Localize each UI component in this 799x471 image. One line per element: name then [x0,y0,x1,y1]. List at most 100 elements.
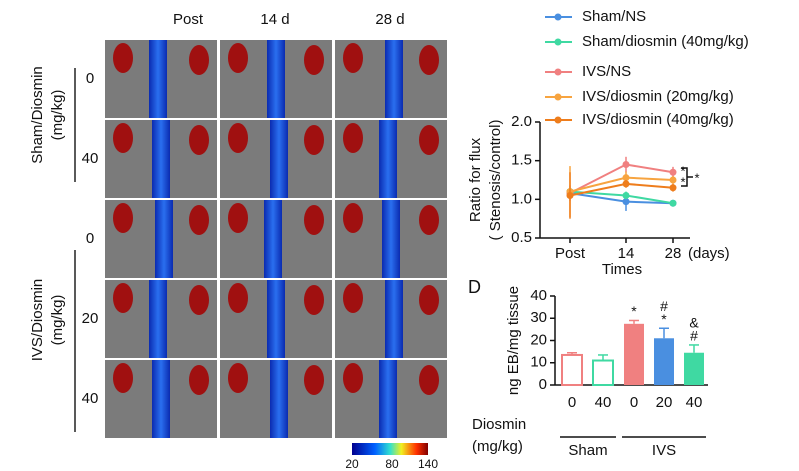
paw [189,205,209,235]
point [669,199,677,207]
paw [419,125,439,155]
vessel-strip [270,360,288,438]
panel-label: D [468,277,481,297]
paw [304,45,324,75]
paw [419,45,439,75]
colorbar-tick: 140 [418,457,438,471]
bracket [681,167,693,187]
paw [228,203,248,233]
vessel-strip [382,200,400,278]
colorbar-tick: 80 [385,457,399,471]
paw [189,45,209,75]
legend-marker [554,68,562,76]
y-label: ng EB/mg tissue [505,286,522,395]
legend-label: Sham/diosmin (40mg/kg) [582,33,749,50]
x-label: Times [602,261,642,278]
paw [304,365,324,395]
point [622,191,630,199]
row-label: 40 [82,150,99,167]
x-tick-label: 0 [630,394,638,411]
paw [228,123,248,153]
y-label: Ratio for flux [467,137,484,222]
legend-marker [554,13,562,21]
paw [419,365,439,395]
legend-label: Sham/NS [582,8,646,25]
paw [343,203,363,233]
group-label: Sham/Diosmin [29,66,46,164]
vessel-strip [379,120,397,198]
vessel-strip [267,40,285,118]
significance-mark: * [694,170,699,185]
x-tick-label: Post [555,245,586,262]
significance-mark: * [661,311,667,327]
column-header: Post [173,11,204,28]
colorbar-tick: 20 [345,457,359,471]
vessel-strip [149,280,167,358]
paw [343,43,363,73]
legend-marker [554,93,562,101]
row-label: 0 [86,70,94,87]
paw [304,285,324,315]
legend-label: IVS/diosmin (20mg/kg) [582,88,734,105]
y-tick-label: 20 [530,331,547,348]
y-tick-label: 0.5 [511,229,532,246]
row-label: 0 [86,230,94,247]
legend-label: IVS/diosmin (40mg/kg) [582,111,734,128]
point [622,180,630,188]
vessel-strip [379,360,397,438]
point [622,198,630,206]
x-tick-label: 40 [595,394,612,411]
point [622,161,630,169]
paw [419,205,439,235]
y-tick-label: 30 [530,309,547,326]
significance-mark: # [660,298,668,314]
group-label: (mg/kg) [49,90,66,141]
y-tick-label: 10 [530,354,547,371]
row-label: Diosmin [472,416,526,433]
paw [189,285,209,315]
row-label: (mg/kg) [472,438,523,455]
vessel-strip [152,360,170,438]
paw [419,285,439,315]
vessel-strip [152,120,170,198]
bar [654,338,674,385]
y-tick-label: 0 [539,376,547,393]
legend-label: IVS/NS [582,63,631,80]
x-tick-label: 0 [568,394,576,411]
column-header: 14 d [260,11,289,28]
group-label: Sham [568,442,607,459]
legend-marker [554,38,562,46]
legend-marker [554,116,562,124]
paw [189,365,209,395]
paw [228,283,248,313]
point [669,184,677,192]
paw [343,363,363,393]
paw [113,123,133,153]
point [566,191,574,199]
vessel-strip [264,200,282,278]
x-tick-label: 20 [656,394,673,411]
x-tick-label: 28 [665,245,682,262]
significance-mark: * [680,174,685,189]
significance-mark: * [680,163,685,178]
colorbar [352,443,428,455]
x-unit: (days) [688,245,730,262]
paw [343,283,363,313]
bar [624,323,644,385]
image-grid [105,40,447,438]
paw [113,43,133,73]
y-tick-label: 40 [530,287,547,304]
paw [113,363,133,393]
paw [228,43,248,73]
y-tick-label: 1.5 [511,152,532,169]
group-label: IVS [652,442,676,459]
vessel-strip [270,120,288,198]
paw [189,125,209,155]
paw [228,363,248,393]
paw [343,123,363,153]
significance-mark: # [690,328,698,344]
vessel-strip [149,40,167,118]
point [622,174,630,182]
row-label: 20 [82,310,99,327]
